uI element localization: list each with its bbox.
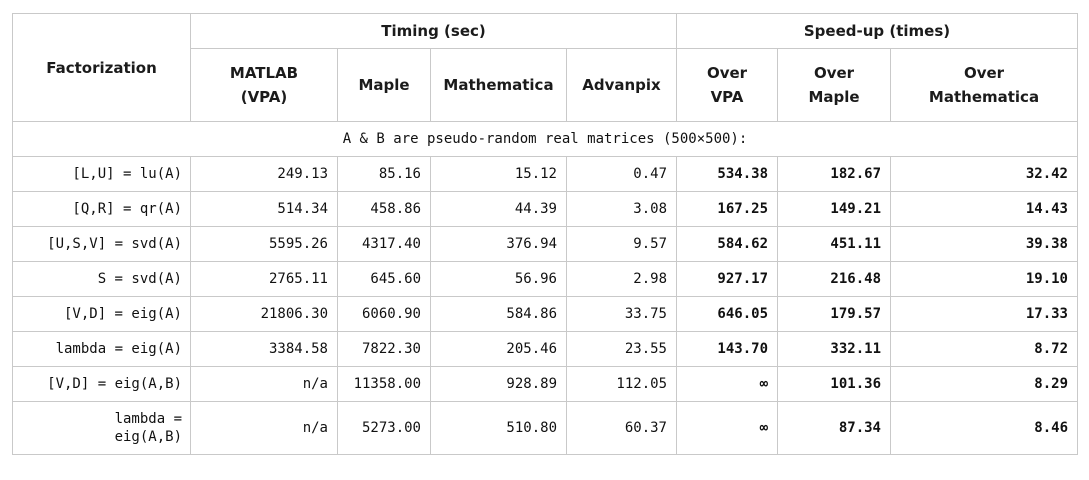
speedup-over-maple-cell: 87.34 (777, 401, 891, 455)
note-row: A & B are pseudo-random real matrices (5… (12, 121, 1078, 157)
timing-mathematica-cell: 510.80 (430, 401, 567, 455)
speedup-over-vpa-cell: 646.05 (676, 296, 778, 332)
table-header: Factorization Timing (sec) Speed-up (tim… (12, 13, 1078, 122)
col-header-factorization: Factorization (12, 13, 191, 122)
sub-header-row: MATLAB (VPA) Maple Mathematica Advanpix … (13, 48, 1078, 122)
timing-maple-cell: 7822.30 (337, 331, 431, 367)
col-header-over-maple: Over Maple (777, 48, 891, 122)
timing-mathematica-cell: 376.94 (430, 226, 567, 262)
speedup-over-mathematica-cell: 17.33 (890, 296, 1078, 332)
col-header-maple: Maple (337, 48, 431, 122)
table-row: [V,D] = eig(A,B) n/a 11358.00 928.89 112… (12, 366, 1078, 402)
speedup-over-vpa-cell: 167.25 (676, 191, 778, 227)
factorization-cell: S = svd(A) (12, 261, 191, 297)
speedup-over-mathematica-cell: 39.38 (890, 226, 1078, 262)
timing-matlab-vpa-cell: 5595.26 (190, 226, 338, 262)
timing-matlab-vpa-cell: n/a (190, 401, 338, 455)
speedup-over-vpa-cell: ∞ (676, 401, 778, 455)
col-header-mathematica: Mathematica (430, 48, 567, 122)
matrix-note: A & B are pseudo-random real matrices (5… (12, 121, 1078, 157)
timing-matlab-vpa-cell: 514.34 (190, 191, 338, 227)
timing-advanpix-cell: 60.37 (566, 401, 677, 455)
timing-maple-cell: 6060.90 (337, 296, 431, 332)
factorization-cell: [V,D] = eig(A,B) (12, 366, 191, 402)
timing-matlab-vpa-cell: 21806.30 (190, 296, 338, 332)
speedup-over-maple-cell: 332.11 (777, 331, 891, 367)
speedup-over-mathematica-cell: 8.46 (890, 401, 1078, 455)
timing-mathematica-cell: 56.96 (430, 261, 567, 297)
table-row: lambda = eig(A,B) n/a 5273.00 510.80 60.… (12, 401, 1078, 455)
group-header-row: Factorization Timing (sec) Speed-up (tim… (12, 13, 1078, 122)
timing-advanpix-cell: 112.05 (566, 366, 677, 402)
timing-maple-cell: 11358.00 (337, 366, 431, 402)
timing-matlab-vpa-cell: 2765.11 (190, 261, 338, 297)
speedup-over-mathematica-cell: 14.43 (890, 191, 1078, 227)
table-row: [U,S,V] = svd(A) 5595.26 4317.40 376.94 … (12, 226, 1078, 262)
factorization-cell: lambda = eig(A,B) (12, 401, 191, 455)
timing-advanpix-cell: 9.57 (566, 226, 677, 262)
timing-advanpix-cell: 0.47 (566, 156, 677, 192)
factorization-cell: [Q,R] = qr(A) (12, 191, 191, 227)
timing-mathematica-cell: 205.46 (430, 331, 567, 367)
timing-maple-cell: 4317.40 (337, 226, 431, 262)
col-group-timing: Timing (sec) (190, 13, 677, 49)
timing-matlab-vpa-cell: n/a (190, 366, 338, 402)
timing-matlab-vpa-cell: 3384.58 (190, 331, 338, 367)
speedup-over-mathematica-cell: 8.29 (890, 366, 1078, 402)
timing-advanpix-cell: 3.08 (566, 191, 677, 227)
speedup-over-vpa-cell: 534.38 (676, 156, 778, 192)
table-row: [L,U] = lu(A) 249.13 85.16 15.12 0.47 53… (12, 156, 1078, 192)
col-header-over-mathematica: Over Mathematica (890, 48, 1078, 122)
table-row: S = svd(A) 2765.11 645.60 56.96 2.98 927… (12, 261, 1078, 297)
speedup-over-vpa-cell: ∞ (676, 366, 778, 402)
speedup-over-vpa-cell: 143.70 (676, 331, 778, 367)
speedup-over-vpa-cell: 584.62 (676, 226, 778, 262)
timing-mathematica-cell: 584.86 (430, 296, 567, 332)
table-row: lambda = eig(A) 3384.58 7822.30 205.46 2… (12, 331, 1078, 367)
timing-advanpix-cell: 23.55 (566, 331, 677, 367)
timing-advanpix-cell: 2.98 (566, 261, 677, 297)
timing-maple-cell: 85.16 (337, 156, 431, 192)
timing-maple-cell: 5273.00 (337, 401, 431, 455)
factorization-cell: [U,S,V] = svd(A) (12, 226, 191, 262)
factorization-cell: [V,D] = eig(A) (12, 296, 191, 332)
speedup-over-vpa-cell: 927.17 (676, 261, 778, 297)
speedup-over-maple-cell: 101.36 (777, 366, 891, 402)
table-row: [V,D] = eig(A) 21806.30 6060.90 584.86 3… (12, 296, 1078, 332)
benchmark-table-container: Factorization Timing (sec) Speed-up (tim… (12, 13, 1078, 455)
timing-mathematica-cell: 15.12 (430, 156, 567, 192)
speedup-over-maple-cell: 149.21 (777, 191, 891, 227)
timing-mathematica-cell: 928.89 (430, 366, 567, 402)
speedup-over-maple-cell: 451.11 (777, 226, 891, 262)
timing-advanpix-cell: 33.75 (566, 296, 677, 332)
timing-maple-cell: 645.60 (337, 261, 431, 297)
factorization-cell: [L,U] = lu(A) (12, 156, 191, 192)
timing-maple-cell: 458.86 (337, 191, 431, 227)
timing-matlab-vpa-cell: 249.13 (190, 156, 338, 192)
col-group-speedup: Speed-up (times) (676, 13, 1078, 49)
timing-mathematica-cell: 44.39 (430, 191, 567, 227)
speedup-over-mathematica-cell: 8.72 (890, 331, 1078, 367)
col-header-advanpix: Advanpix (566, 48, 677, 122)
col-header-matlab-vpa: MATLAB (VPA) (190, 48, 338, 122)
speedup-over-maple-cell: 216.48 (777, 261, 891, 297)
factorization-cell: lambda = eig(A) (12, 331, 191, 367)
col-header-over-vpa: Over VPA (676, 48, 778, 122)
speedup-over-maple-cell: 182.67 (777, 156, 891, 192)
table-body: A & B are pseudo-random real matrices (5… (12, 121, 1078, 455)
speedup-over-mathematica-cell: 32.42 (890, 156, 1078, 192)
speedup-over-mathematica-cell: 19.10 (890, 261, 1078, 297)
benchmark-table: Factorization Timing (sec) Speed-up (tim… (12, 13, 1078, 455)
speedup-over-maple-cell: 179.57 (777, 296, 891, 332)
table-row: [Q,R] = qr(A) 514.34 458.86 44.39 3.08 1… (12, 191, 1078, 227)
